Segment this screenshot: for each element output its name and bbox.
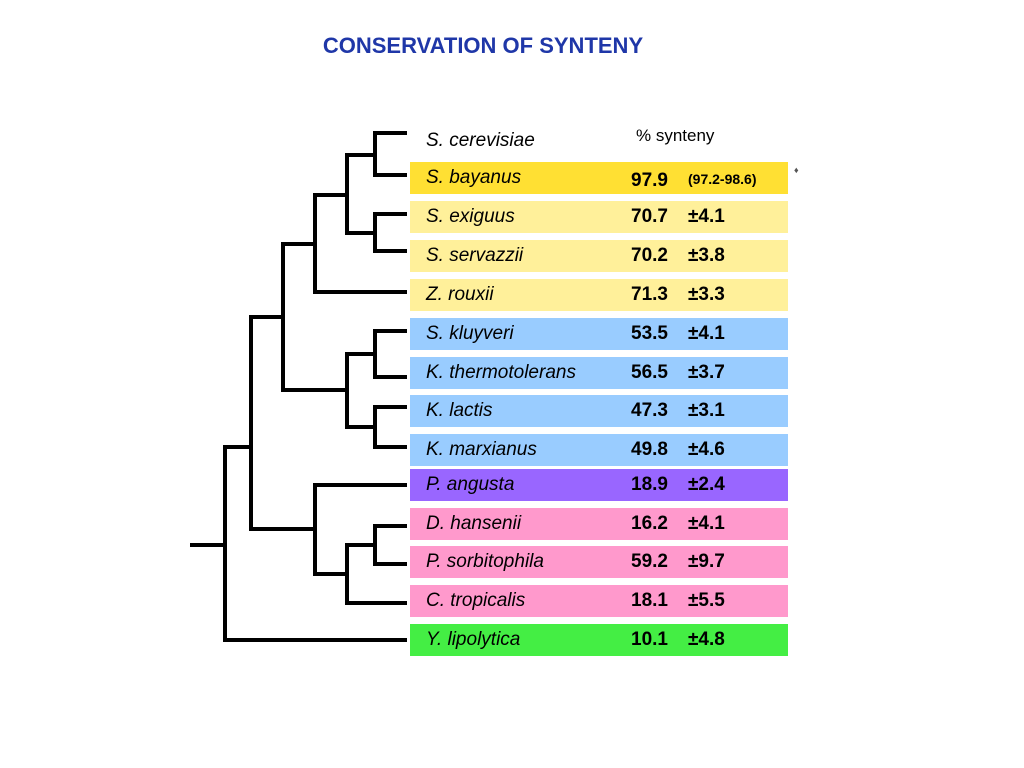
- synteny-value: 56.5: [631, 362, 668, 383]
- species-name: P. angusta: [426, 474, 515, 495]
- species-row: Y. lipolytica 10.1 ±4.8: [410, 624, 788, 656]
- species-name: D. hansenii: [426, 513, 522, 534]
- tree-branch-kluyveromyces: [345, 352, 377, 429]
- synteny-value: 70.7: [631, 206, 668, 227]
- synteny-error: ±3.1: [688, 400, 725, 421]
- tree-branch-hansenii-sorbitophila: [373, 524, 407, 566]
- tree-branch-cerevisiae-bayanus: [373, 131, 407, 177]
- synteny-error: ±4.1: [688, 513, 725, 534]
- tree-branch-sacch-core: [345, 153, 377, 235]
- species-row: C. tropicalis 18.1 ±5.5: [410, 585, 788, 617]
- species-row: S. cerevisiae: [410, 124, 788, 156]
- tree-branch-hemiascomycetes: [249, 315, 317, 531]
- species-row: S. servazzii 70.2 ±3.8: [410, 240, 788, 272]
- synteny-value: 71.3: [631, 284, 668, 305]
- stray-mark: ♦: [794, 165, 799, 175]
- species-row: P. sorbitophila 59.2 ±9.7: [410, 546, 788, 578]
- species-name: K. marxianus: [426, 439, 537, 460]
- species-row: P. angusta 18.9 ±2.4: [410, 469, 788, 501]
- synteny-error: ±4.1: [688, 206, 725, 227]
- species-name: S. cerevisiae: [426, 130, 535, 151]
- synteny-error: ±9.7: [688, 551, 725, 572]
- species-name: C. tropicalis: [426, 590, 526, 611]
- species-name: Y. lipolytica: [426, 629, 521, 650]
- species-name: S. bayanus: [426, 167, 522, 188]
- synteny-value: 10.1: [631, 629, 668, 650]
- slide-title: CONSERVATION OF SYNTENY: [322, 33, 644, 58]
- synteny-value: 49.8: [631, 439, 668, 460]
- species-row: S. kluyveri 53.5 ±4.1: [410, 318, 788, 350]
- synteny-value: 97.9: [631, 170, 668, 191]
- synteny-error: ±3.8: [688, 245, 725, 266]
- species-row: K. lactis 47.3 ±3.1: [410, 395, 788, 427]
- tree-branch-exiguus-servazzii: [373, 212, 407, 253]
- species-row: D. hansenii 16.2 ±4.1: [410, 508, 788, 540]
- species-row: S. exiguus 70.7 ±4.1: [410, 201, 788, 233]
- synteny-error: (97.2-98.6): [688, 171, 757, 187]
- synteny-error: ±4.1: [688, 323, 725, 344]
- species-row: S. bayanus 97.9 (97.2-98.6): [410, 162, 788, 194]
- synteny-value: 16.2: [631, 513, 668, 534]
- synteny-value: 18.9: [631, 474, 668, 495]
- synteny-value: 59.2: [631, 551, 668, 572]
- species-name: S. servazzii: [426, 245, 524, 266]
- species-name: P. sorbitophila: [426, 551, 544, 572]
- species-name: S. kluyveri: [426, 323, 514, 344]
- synteny-value: 18.1: [631, 590, 668, 611]
- species-row: K. marxianus 49.8 ±4.6: [410, 434, 788, 466]
- synteny-column-header: % synteny: [636, 126, 715, 145]
- synteny-error: ±2.4: [688, 474, 725, 495]
- species-row: Z. rouxii 71.3 ±3.3: [410, 279, 788, 311]
- synteny-error: ±3.7: [688, 362, 725, 383]
- tree-branch-angusta: [313, 483, 407, 576]
- tree-branch-kluyveri-thermotolerans: [373, 329, 407, 379]
- species-name: Z. rouxii: [426, 284, 494, 305]
- synteny-value: 70.2: [631, 245, 668, 266]
- synteny-error: ±4.6: [688, 439, 725, 460]
- phylogenetic-tree: [190, 131, 407, 642]
- tree-branch-zrouxii: [313, 193, 407, 294]
- species-name: K. thermotolerans: [426, 362, 576, 383]
- synteny-error: ±3.3: [688, 284, 725, 305]
- synteny-error: ±4.8: [688, 629, 725, 650]
- synteny-value: 53.5: [631, 323, 668, 344]
- species-row: K. thermotolerans 56.5 ±3.7: [410, 357, 788, 389]
- species-name: K. lactis: [426, 400, 493, 421]
- synteny-error: ±5.5: [688, 590, 725, 611]
- tree-branch-lactis-marxianus: [373, 405, 407, 449]
- species-name: S. exiguus: [426, 206, 515, 227]
- synteny-value: 47.3: [631, 400, 668, 421]
